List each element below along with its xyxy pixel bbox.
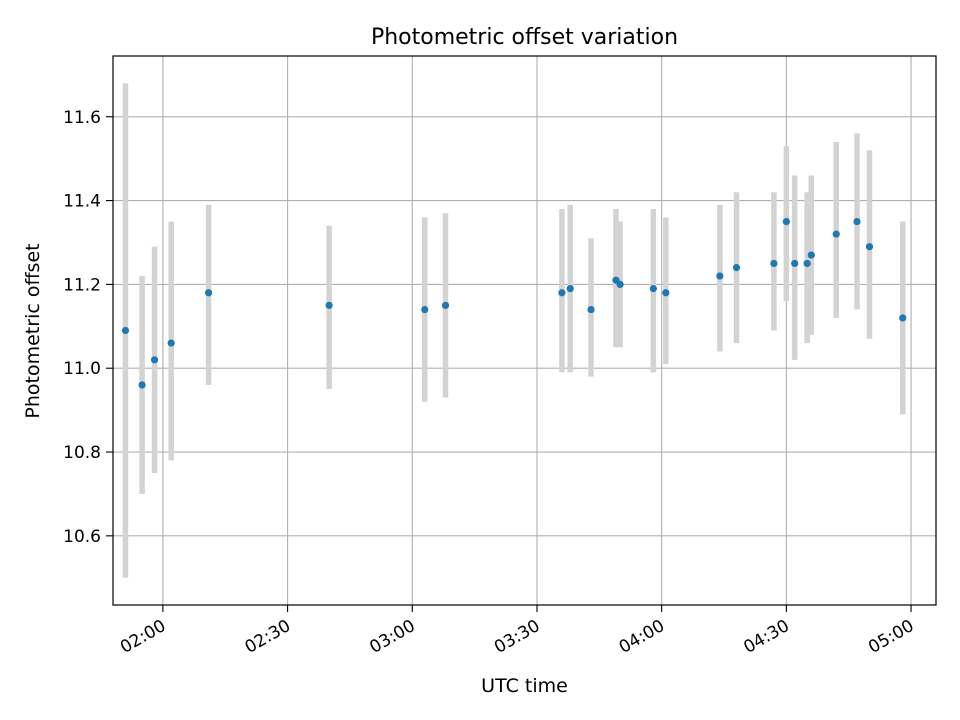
y-tick-label: 11.6 xyxy=(63,108,101,128)
data-point xyxy=(587,305,595,314)
data-point xyxy=(770,259,778,268)
data-point xyxy=(167,339,175,347)
y-axis-label: Photometric offset xyxy=(22,243,44,418)
data-point xyxy=(441,301,450,309)
data-point xyxy=(782,217,790,226)
data-point xyxy=(899,314,907,322)
y-tick-label: 11.2 xyxy=(63,275,101,295)
data-point xyxy=(566,284,574,293)
data-point xyxy=(150,356,159,364)
y-tick-label: 10.8 xyxy=(63,443,101,463)
data-point xyxy=(791,259,799,268)
plot-area-frame xyxy=(112,55,937,606)
data-point xyxy=(421,305,429,314)
data-point xyxy=(138,381,146,389)
data-point xyxy=(732,264,741,272)
data-point xyxy=(205,289,213,297)
chart-title: Photometric offset variation xyxy=(371,25,678,50)
data-point xyxy=(807,251,815,259)
data-point xyxy=(853,217,861,226)
data-points xyxy=(121,217,907,389)
y-tick-label: 11.4 xyxy=(63,192,101,212)
data-point xyxy=(325,301,333,309)
data-point xyxy=(616,280,624,289)
data-point xyxy=(865,243,874,251)
data-point xyxy=(832,230,840,238)
data-point xyxy=(716,272,724,280)
y-tick-label: 10.6 xyxy=(63,527,101,547)
data-point xyxy=(649,284,657,293)
data-point xyxy=(558,289,566,297)
y-tick-label: 11.0 xyxy=(63,359,101,379)
x-axis-label: UTC time xyxy=(481,675,568,697)
y-axis-ticks: 10.6 10.8 11.0 11.2 11.4 11.6 xyxy=(63,108,113,547)
data-point xyxy=(662,289,670,297)
data-point xyxy=(803,259,811,268)
grid xyxy=(113,56,936,605)
data-point xyxy=(121,326,130,335)
